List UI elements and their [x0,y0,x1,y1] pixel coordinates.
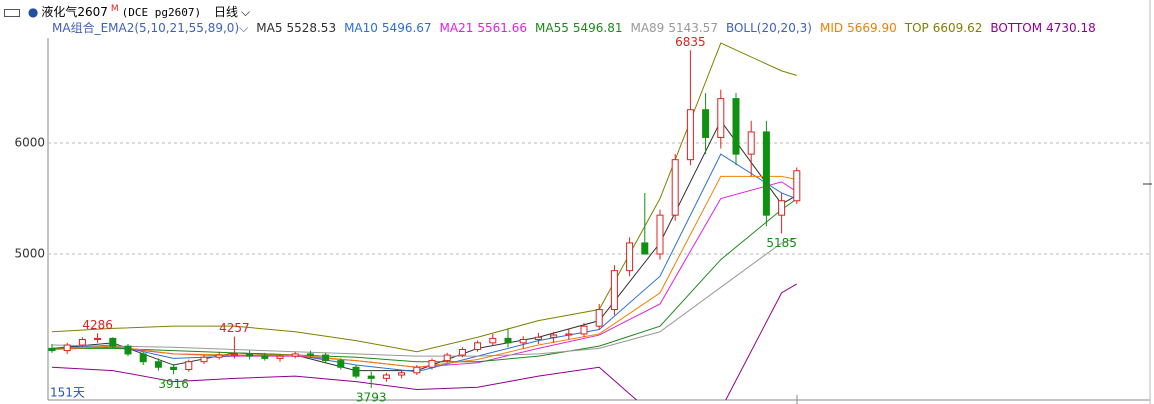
legend-name: BOTTOM [990,21,1043,35]
candle-body [610,270,618,311]
candle-body [94,337,102,341]
candle-body [413,366,421,374]
candle-body [322,354,330,362]
legend: MA组合_EMA2(5,10,21,55,89,0)⌵ MA5 5528.53 MA1… [52,19,1104,37]
candle-body [48,347,56,352]
symbol[interactable]: 液化气2607 [41,5,108,19]
candle-body [154,361,162,368]
candle-body [124,345,132,355]
candle-body [78,339,86,346]
candle-body [747,131,755,155]
legend-name: MID [819,21,844,35]
candle-body [550,334,558,338]
candle-body [474,342,482,350]
y-tick-label: 5000 [14,247,45,261]
indicator-line [51,237,797,357]
legend-value: 4730.18 [1046,21,1096,35]
indicator-label: MA组合_EMA2(5,10,21,55,89,0) [52,21,240,35]
indicator-line [51,283,798,400]
candle-body [398,372,406,376]
code: (DCE pg2607) [121,6,202,19]
candle-body [793,170,801,202]
period[interactable]: 日线 [213,5,238,19]
candle-body [185,361,193,370]
candle-body [443,354,451,362]
candle-body [246,353,254,357]
indicator-line [51,181,798,368]
legend-value: 6609.62 [932,21,983,35]
extreme-label: 4286 [82,318,113,332]
indicator-line [51,153,797,373]
candle-body [595,309,603,327]
candle-body [778,200,786,216]
legend-value: 5143.57 [668,21,718,35]
legend-value: 5496.81 [572,21,623,35]
candle-body [626,242,634,272]
indicator-label: BOLL(20,20,3) [725,21,812,35]
candle-body [352,366,360,377]
candle-body [489,337,497,344]
candle-body [565,333,573,336]
candle-body [671,159,679,216]
candle-body [139,353,147,363]
candle-body [534,336,542,341]
candle-body [428,360,436,368]
candle-body [200,356,208,363]
candle-body [656,214,664,255]
extreme-label: 5185 [766,236,797,250]
plot [48,42,801,400]
candle-body [367,375,375,379]
candle-body [641,242,649,255]
candle-body [261,355,269,359]
candle-body [762,131,770,216]
days-label: 151天 [50,386,85,400]
candle-body [337,360,345,368]
candle-body [580,325,588,335]
candle-body [702,109,710,138]
candle-body [732,98,740,155]
candle-body [291,353,299,357]
candle-body [686,109,694,161]
y-tick-label: 6000 [14,136,45,150]
candle-body [458,348,466,356]
candle-body [170,366,178,370]
legend-name: MA21 [439,21,474,35]
candle-body [215,354,223,358]
extreme-label: 3916 [158,377,189,391]
candle-body [504,337,512,344]
extreme-label: 4257 [219,321,250,335]
legend-value: 5496.67 [381,21,432,35]
indicator-line [52,198,798,363]
suffix: M [110,4,119,14]
candle-body [519,339,527,344]
candle-body [717,98,725,138]
extreme-label: 3793 [356,391,387,404]
candle-body [306,353,314,356]
extreme-label: 6835 [675,35,706,49]
candle-body [230,353,238,356]
legend-name: MA89 [630,21,665,35]
indicator-line [51,175,797,368]
legend-value: 5669.90 [847,21,897,35]
dot: ● [27,5,39,19]
legend-name: TOP [904,21,929,35]
dropdown[interactable]: ⌵ [240,5,251,19]
legend-name: MA5 [256,21,283,35]
legend-name: MA10 [344,21,378,35]
dropdown[interactable]: ⌵ [239,21,249,35]
indicator-line [51,42,797,353]
legend-value: 5528.53 [286,21,337,35]
candle-body [382,374,390,379]
candle-body [109,337,117,347]
header: ● 液化气2607 M (DCE pg2607) 日线 ⌵ [0,0,1154,19]
candle-body [63,344,71,352]
candle-body [276,355,284,359]
legend-value: 5561.66 [477,21,528,35]
toolbar-icon[interactable] [4,8,20,17]
legend-name: MA55 [535,21,569,35]
